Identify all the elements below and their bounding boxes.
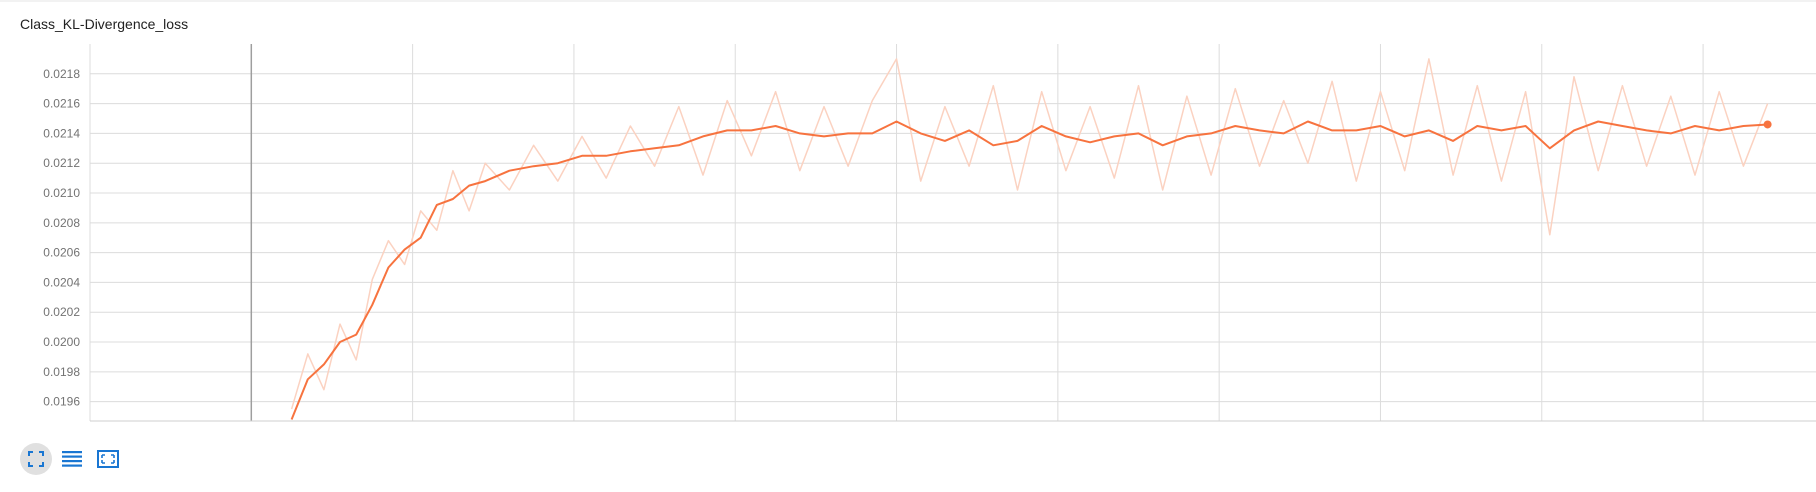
chart-toolbar: [20, 443, 124, 475]
raw-series: [290, 58, 1769, 410]
select-region-icon: [97, 450, 119, 468]
smoothed-series: [290, 120, 1772, 420]
list-lines-icon: [62, 451, 82, 467]
y-tick-label: 0.0210: [43, 186, 80, 200]
chart-title: Class_KL-Divergence_loss: [20, 16, 189, 32]
y-tick-label: 0.0214: [43, 126, 80, 140]
fit-domain-button[interactable]: [20, 443, 52, 475]
y-tick-label: 0.0208: [43, 216, 80, 230]
y-tick-label: 0.0218: [43, 67, 80, 81]
y-tick-label: 0.0200: [43, 335, 80, 349]
y-axis-ticks: 0.0196 0.0198 0.0200 0.0202 0.0204 0.0206 0.02…: [43, 67, 80, 409]
toggle-log-scale-button[interactable]: [56, 443, 88, 475]
y-tick-label: 0.0206: [43, 246, 80, 260]
top-rule: [0, 0, 1816, 2]
y-tick-label: 0.0198: [43, 365, 80, 379]
smoothed-series-line: [290, 120, 1768, 420]
y-tick-label: 0.0212: [43, 156, 80, 170]
last-point-marker: [1763, 120, 1772, 129]
toggle-y-axis-fit-button[interactable]: [92, 443, 124, 475]
raw-series-line: [290, 58, 1769, 410]
line-chart[interactable]: 0.0196 0.0198 0.0200 0.0202 0.0204 0.0206 0.02…: [0, 0, 1816, 440]
fullscreen-icon: [28, 451, 44, 467]
y-tick-label: 0.0202: [43, 305, 80, 319]
y-tick-label: 0.0196: [43, 395, 80, 409]
grid-lines: [89, 44, 1816, 422]
y-tick-label: 0.0204: [43, 275, 80, 289]
y-tick-label: 0.0216: [43, 97, 80, 111]
